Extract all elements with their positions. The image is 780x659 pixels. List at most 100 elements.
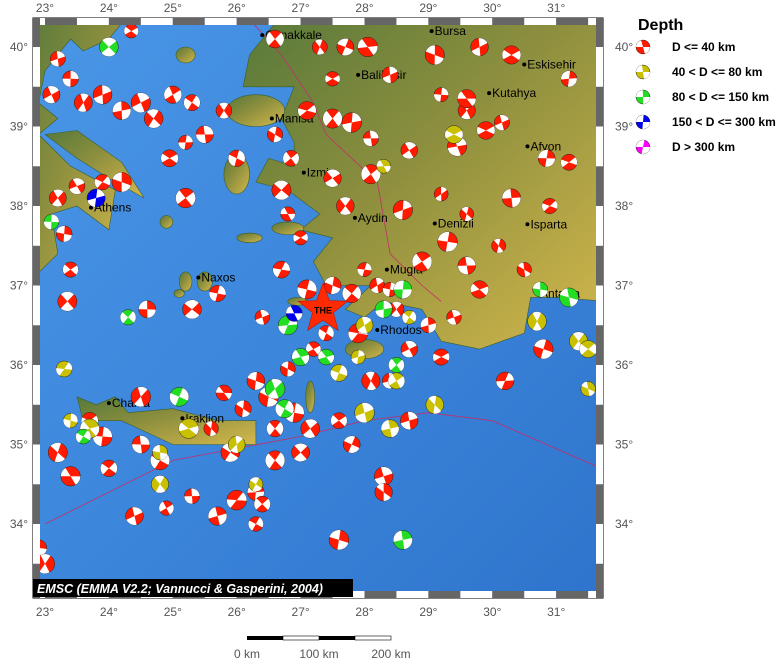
- focal-mechanism-shallow: [328, 529, 350, 551]
- map-area[interactable]: CanakkaleBursaBalikesirEskisehirKutahyaM…: [26, 15, 608, 598]
- city-bursa: Bursa: [429, 24, 466, 38]
- legend-label: D <= 40 km: [672, 40, 735, 54]
- focal-mechanism-shallow: [560, 70, 578, 87]
- city-label: Aydin: [358, 211, 388, 225]
- caption-text: EMSC (EMMA V2.2; Vannucci & Gasperini, 2…: [37, 582, 323, 596]
- focal-mechanism-shallow: [336, 38, 355, 56]
- focal-mechanism-shallow: [49, 51, 66, 67]
- lat-tick-label: 36°: [10, 358, 28, 372]
- beachball-icon: [635, 89, 651, 105]
- island: [236, 232, 263, 243]
- focal-mechanism-shallow: [248, 516, 264, 532]
- focal-mechanism-shallow: [381, 66, 399, 84]
- legend-label: D > 300 km: [672, 140, 735, 154]
- focal-mechanism-deep: [374, 300, 393, 319]
- focal-mechanism-shallow: [265, 450, 285, 471]
- focal-mechanism-shallow: [433, 186, 449, 202]
- city-naxos: Naxos: [196, 271, 235, 285]
- city-label: Isparta: [530, 217, 567, 231]
- focal-mechanism-shallow: [433, 87, 449, 103]
- focal-mechanism-intermediate: [152, 444, 168, 461]
- focal-mechanism-shallow: [265, 29, 285, 49]
- focal-mechanism-shallow: [388, 301, 405, 318]
- focal-mechanism-shallow: [374, 466, 394, 486]
- focal-mechanism-shallow: [305, 341, 322, 357]
- legend-item: D > 300 km: [635, 139, 735, 155]
- lon-tick-label: 24°: [100, 605, 118, 619]
- focal-mechanism-shallow: [62, 70, 79, 88]
- focal-mechanism-shallow: [178, 134, 194, 150]
- focal-mechanism-intermediate: [228, 435, 246, 454]
- focal-mechanism-shallow: [291, 443, 310, 462]
- focal-mechanism-intermediate: [527, 311, 547, 331]
- focal-mechanism-deep: [120, 309, 137, 326]
- legend-item: 40 < D <= 80 km: [635, 64, 762, 80]
- focal-mechanism-shallow: [400, 340, 418, 358]
- city-label: Naxos: [201, 271, 235, 285]
- beachball-icon: [635, 139, 651, 155]
- focal-mechanism-shallow: [160, 149, 179, 168]
- island: [178, 271, 193, 292]
- scale-label-200: 200 km: [371, 647, 410, 659]
- focal-mechanism-very-deep: [86, 188, 106, 208]
- focal-mechanism-shallow: [491, 238, 507, 254]
- focal-mechanism-shallow: [183, 94, 201, 112]
- focal-mechanism-shallow: [234, 400, 252, 418]
- focal-mechanism-intermediate: [350, 349, 366, 365]
- land-turkey: [242, 18, 603, 350]
- focal-mechanism-intermediate: [444, 125, 464, 144]
- focal-mechanism-shallow: [163, 85, 182, 104]
- focal-mechanism-shallow: [432, 348, 450, 366]
- focal-mechanism-shallow: [412, 251, 433, 272]
- island: [159, 215, 174, 229]
- fault-line: [249, 18, 442, 302]
- focal-mechanism-shallow: [226, 489, 247, 511]
- lon-tick-label: 31°: [547, 1, 565, 15]
- focal-mechanism-shallow: [501, 188, 521, 208]
- focal-mechanism-deep: [169, 387, 189, 407]
- focal-mechanism-shallow: [537, 149, 556, 168]
- focal-mechanism-shallow: [100, 459, 118, 477]
- city-label: Rhodos: [380, 323, 421, 337]
- focal-mechanism-shallow: [470, 280, 489, 299]
- focal-mechanism-shallow: [175, 187, 196, 209]
- focal-mechanism-shallow: [342, 435, 361, 454]
- focal-mechanism-deep: [264, 378, 286, 400]
- focal-mechanism-shallow: [323, 169, 342, 188]
- focal-mechanism-shallow: [203, 420, 219, 437]
- focal-mechanism-shallow: [228, 149, 246, 167]
- focal-mechanism-shallow: [362, 130, 379, 147]
- focal-mechanism-shallow: [92, 84, 113, 105]
- focal-mechanism-shallow: [55, 225, 73, 243]
- focal-mechanism-shallow: [124, 23, 139, 39]
- city-balikesir: Balikesir: [356, 68, 406, 82]
- focal-mechanism-shallow: [130, 386, 151, 407]
- city-eskisehir: Eskisehir: [522, 57, 576, 71]
- legend-label: 40 < D <= 80 km: [672, 65, 762, 79]
- lat-tick-label: 37°: [615, 279, 633, 293]
- focal-mechanism-shallow: [533, 339, 554, 360]
- focal-mechanism-shallow: [60, 466, 81, 487]
- lat-tick-label: 35°: [615, 438, 633, 452]
- focal-mechanism-shallow: [111, 172, 132, 193]
- lon-tick-label: 30°: [483, 1, 501, 15]
- lat-tick-label: 38°: [615, 199, 633, 213]
- focal-mechanism-deep: [75, 428, 92, 445]
- focal-mechanism-intermediate: [380, 419, 400, 438]
- lat-tick-label: 38°: [10, 199, 28, 213]
- focal-mechanism-shallow: [94, 174, 111, 191]
- focal-mechanism-shallow: [342, 283, 362, 303]
- focal-mechanism-shallow: [446, 309, 462, 325]
- focal-mechanism-deep: [43, 214, 60, 230]
- focal-mechanism-deep: [393, 530, 413, 550]
- focal-mechanism-intermediate: [387, 372, 405, 390]
- lon-tick-label: 30°: [483, 605, 501, 619]
- focal-mechanism-deep: [388, 356, 405, 374]
- focal-mechanism-shallow: [470, 37, 489, 57]
- lon-tick-label: 23°: [36, 1, 54, 15]
- lat-tick-label: 40°: [10, 40, 28, 54]
- focal-mechanism-deep: [559, 287, 579, 308]
- legend-item: D <= 40 km: [635, 39, 735, 55]
- city-label: Eskisehir: [527, 57, 576, 71]
